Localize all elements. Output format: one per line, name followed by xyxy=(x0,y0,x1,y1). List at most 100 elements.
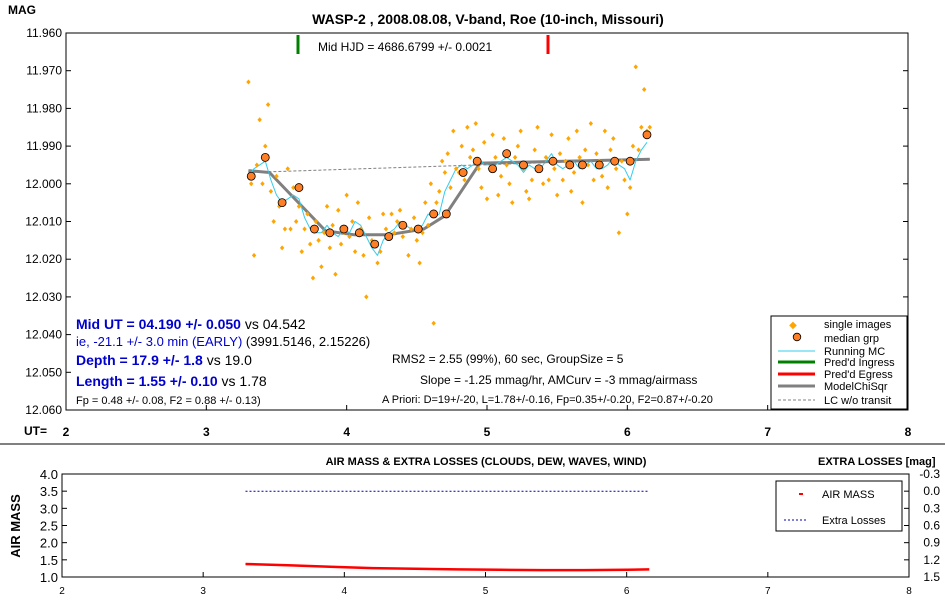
top-plot-frame xyxy=(65,32,909,411)
left-y-tick-label: 2.5 xyxy=(40,519,58,534)
single-image-point xyxy=(344,192,349,198)
single-image-point xyxy=(465,124,470,130)
y-tick-label: 12.010 xyxy=(25,215,62,229)
right-y-tick-label: 1.5 xyxy=(923,570,940,584)
single-image-point xyxy=(543,154,549,160)
single-image-point xyxy=(347,234,352,240)
single-image-point xyxy=(470,147,476,153)
bottom-x-tick-label: 8 xyxy=(906,586,912,597)
single-image-point xyxy=(389,211,394,217)
y-tick-label: 11.970 xyxy=(26,64,62,78)
ie-ephemeris: (3991.5146, 2.15226) xyxy=(242,334,370,349)
single-image-point xyxy=(411,215,417,221)
single-image-point xyxy=(246,79,251,85)
legend-median-marker xyxy=(792,332,802,342)
single-image-point xyxy=(274,173,279,179)
bottom-x-tick-label: 3 xyxy=(200,586,206,597)
y-tick-label: 12.000 xyxy=(25,177,62,191)
single-image-point xyxy=(282,226,288,232)
bottom-x-tick-label: 2 xyxy=(59,586,65,597)
y-tick-label: 12.030 xyxy=(25,290,62,304)
ie-value: ie, -21.1 +/- 3.0 min (EARLY) xyxy=(76,334,242,349)
single-image-point xyxy=(437,188,442,194)
single-image-point xyxy=(462,177,467,183)
median-group-point xyxy=(502,149,512,159)
single-image-point xyxy=(434,200,439,206)
single-image-point xyxy=(636,147,641,153)
single-image-point xyxy=(257,117,262,123)
x-tick-label: 4 xyxy=(343,425,350,439)
single-image-point xyxy=(330,222,335,228)
single-image-point xyxy=(560,177,565,183)
single-image-point xyxy=(425,222,431,228)
right-y-tick-label: 0.0 xyxy=(923,484,940,498)
single-image-point xyxy=(583,147,588,153)
median-group-point xyxy=(488,164,498,174)
median-group-point xyxy=(441,209,451,219)
x-tick-label: 7 xyxy=(764,425,771,439)
single-image-point xyxy=(599,173,605,179)
y-tick-label: 12.060 xyxy=(25,403,62,417)
single-image-point xyxy=(448,185,453,191)
top-x-axis: 2 3 4 5 6 7 8 xyxy=(63,405,912,439)
single-image-point xyxy=(350,219,355,224)
x-tick-label: 8 xyxy=(905,425,912,439)
single-image-point xyxy=(265,102,271,108)
single-image-point xyxy=(549,132,554,138)
single-image-point xyxy=(535,124,540,130)
apriori-line: A Priori: D=19+/-20, L=1.78+/-0.16, Fp=0… xyxy=(382,394,713,406)
single-image-point xyxy=(605,185,610,191)
single-image-point xyxy=(285,166,290,172)
single-image-point xyxy=(518,128,523,134)
median-group-point xyxy=(260,153,270,162)
bottom-legend: AIR MASS Extra Losses xyxy=(775,480,903,532)
bottom-x-tick-label: 5 xyxy=(483,586,489,597)
top-series-points xyxy=(246,64,652,326)
single-image-point xyxy=(501,136,507,142)
median-group-point xyxy=(565,160,575,170)
legend-single-label: single images xyxy=(824,319,892,331)
single-image-point xyxy=(364,294,369,300)
median-group-point xyxy=(413,224,423,234)
single-image-point xyxy=(571,169,577,175)
single-image-point xyxy=(611,136,616,142)
bottom-right-y-axis: -0.3 0.0 0.3 0.6 0.9 1.2 1.5 xyxy=(904,467,940,584)
median-group-point xyxy=(534,164,544,174)
single-image-point xyxy=(493,154,498,160)
single-image-point xyxy=(639,124,644,130)
left-y-tick-label: 2.0 xyxy=(40,536,58,551)
bottom-x-axis: 2 3 4 5 6 7 8 xyxy=(59,572,912,597)
single-image-point xyxy=(260,181,265,187)
single-image-point xyxy=(352,249,358,255)
single-image-point xyxy=(271,219,276,224)
chart-title: WASP-2 , 2008.08.08, V-band, Roe (10-inc… xyxy=(312,11,664,27)
single-image-point xyxy=(333,271,338,277)
single-image-point xyxy=(296,203,302,209)
median-group-point xyxy=(458,168,468,177)
single-image-point xyxy=(268,188,274,194)
single-image-point xyxy=(633,64,638,70)
single-image-point xyxy=(540,181,546,187)
single-image-point xyxy=(409,226,414,232)
single-image-point xyxy=(512,154,518,160)
single-image-point xyxy=(428,181,434,187)
single-image-point xyxy=(453,166,459,172)
single-image-point xyxy=(647,124,652,130)
single-image-point xyxy=(577,154,582,160)
single-image-point xyxy=(625,211,630,217)
single-image-point xyxy=(476,166,481,172)
right-y-tick-label: 0.6 xyxy=(923,519,940,533)
single-image-point xyxy=(442,169,448,175)
bottom-x-tick-label: 7 xyxy=(765,586,771,597)
single-image-point xyxy=(316,237,321,243)
median-group-point xyxy=(610,156,620,166)
single-image-point xyxy=(338,241,344,247)
left-y-tick-label: 1.0 xyxy=(40,570,58,585)
single-image-point xyxy=(569,188,574,194)
rms-line: RMS2 = 2.55 (99%), 60 sec, GroupSize = 5 xyxy=(392,352,624,366)
air-mass-axis-label: AIR MASS xyxy=(8,494,23,558)
single-image-point xyxy=(627,185,633,191)
y-tick-label: 11.960 xyxy=(26,26,62,40)
single-image-point xyxy=(473,120,478,126)
